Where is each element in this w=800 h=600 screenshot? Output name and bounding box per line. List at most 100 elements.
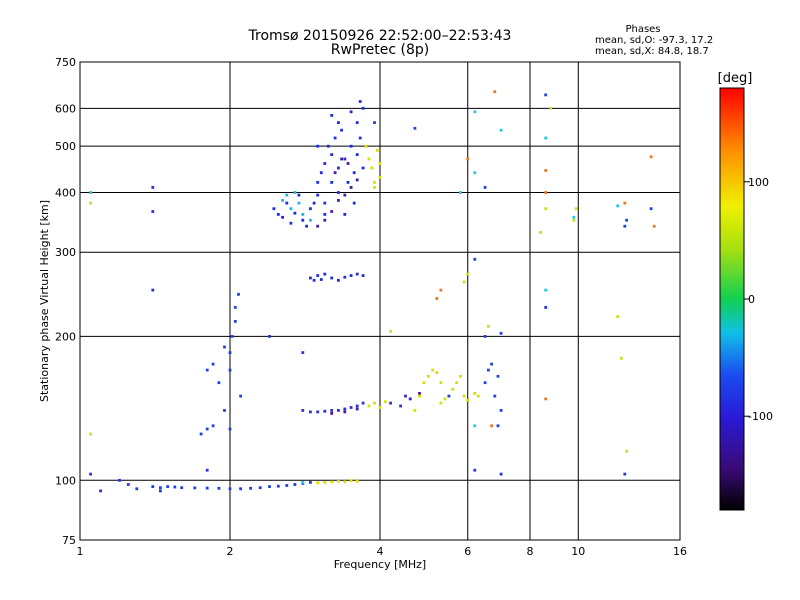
colorbar-tick-label: 100 [748,176,769,189]
data-point [301,409,305,412]
stats-line-o: mean, sd,O: -97.3, 17.2 [595,35,713,46]
data-point [355,404,359,408]
data-point [233,320,237,323]
data-point [435,297,439,300]
data-point [239,394,242,398]
data-point [297,193,301,197]
data-point [499,331,503,335]
grid [80,62,680,540]
data-point [337,479,340,483]
data-point [439,401,443,405]
data-point [301,481,305,484]
y-tick-label: 500 [55,140,76,153]
data-point [205,368,209,372]
data-point [309,207,312,211]
data-point [473,392,477,395]
data-point [349,274,353,277]
data-point [466,157,470,161]
x-tick-label: 6 [464,545,471,558]
data-point [205,427,209,431]
data-point [323,213,327,216]
data-point [418,394,421,398]
data-point [623,224,627,228]
data-point [572,218,576,222]
data-point [205,486,209,490]
data-point [544,306,548,309]
data-point [309,481,312,484]
data-point [352,201,356,205]
data-point [343,275,347,279]
x-tick-label: 8 [527,545,534,558]
data-point [205,468,209,472]
data-point [413,409,417,412]
data-point [361,106,365,110]
data-point [330,276,334,280]
data-point [272,207,276,211]
data-point [316,274,320,277]
data-point [297,201,301,205]
data-point [268,485,271,488]
data-point [462,394,466,398]
x-axis-label: Frequency [MHz] [334,558,426,571]
data-point [349,186,353,189]
data-point [355,121,359,124]
data-point [276,213,280,216]
data-point [337,121,340,124]
data-point [330,181,334,184]
data-point [312,278,316,282]
data-point [285,201,289,205]
data-point [373,121,376,124]
data-point [473,171,477,175]
data-point [258,486,262,490]
data-point [418,392,421,395]
data-point [99,489,102,493]
stats-line-x: mean, sd,X: 84.8, 18.7 [595,46,709,57]
colorbar-label: [deg] [718,71,753,86]
data-point [493,394,497,398]
data-point [483,186,487,189]
data-point [309,276,312,280]
data-point [439,288,443,292]
data-point [404,394,407,398]
data-point [330,114,334,117]
data-point [459,191,462,194]
data-point [349,110,353,114]
data-point [343,410,347,414]
data-point [330,409,334,412]
data-point [173,485,177,489]
data-point [355,153,359,156]
data-point [361,166,365,170]
data-point [293,191,297,194]
x-tick-label: 2 [227,545,234,558]
data-point [337,199,340,202]
data-point [193,486,197,490]
data-point [616,204,620,208]
data-point [361,274,365,277]
data-point [349,406,353,409]
data-point [151,210,155,213]
data-point [544,397,548,401]
data-point [343,193,347,197]
data-point [623,472,627,476]
data-point [340,128,343,132]
data-point [301,218,305,222]
data-point [126,483,130,486]
data-point [89,191,92,194]
data-point [343,480,347,484]
data-point [346,162,350,165]
chart-subtitle: RwPretec (8p) [331,42,429,58]
data-point [343,213,347,216]
x-tick-label: 10 [571,545,585,558]
data-point [483,335,487,338]
data-point [625,449,628,453]
colorbar-ticks: 100 0 -100 [744,176,773,423]
data-point [230,335,234,338]
data-point [466,398,470,402]
data-point [323,272,327,276]
data-point [499,128,503,132]
data-point [349,479,353,483]
data-point [447,394,451,398]
data-point [616,315,620,318]
data-point [89,201,92,205]
y-tick-label: 600 [55,102,76,115]
